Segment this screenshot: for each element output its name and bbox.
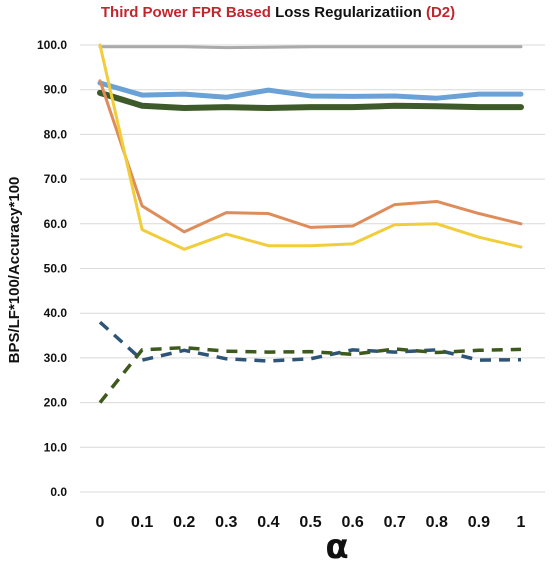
y-tick-label: 0.0 <box>50 485 67 499</box>
x-tick-label: 1 <box>517 514 526 531</box>
y-tick-label: 70.0 <box>44 172 68 186</box>
y-tick-label: 80.0 <box>44 127 68 141</box>
gridlines <box>80 44 545 493</box>
y-axis-label: BPS/LF*100/Accuracy*100 <box>6 177 23 364</box>
x-tick-label: 0.1 <box>131 514 153 531</box>
x-tick-label: 0 <box>96 514 105 531</box>
x-tick-label: 0.2 <box>173 514 195 531</box>
series-line-3 <box>97 89 524 112</box>
title-part: Loss Regularizatiion <box>271 4 422 21</box>
x-tick-label: 0.4 <box>257 514 279 531</box>
series-line-2 <box>97 80 524 101</box>
y-tick-label: 90.0 <box>44 83 68 97</box>
y-tick-label: 30.0 <box>44 351 68 365</box>
title-part: (D2) <box>422 4 455 21</box>
chart-title: Third Power FPR Based Loss Regularizatii… <box>101 4 455 21</box>
y-tick-label: 100.0 <box>37 38 67 52</box>
series-line-5 <box>98 43 523 251</box>
series-line-7 <box>98 345 522 404</box>
series-lines <box>97 43 524 404</box>
x-tick-label: 0.3 <box>215 514 237 531</box>
y-tick-label: 60.0 <box>44 217 68 231</box>
series-line-1 <box>98 45 523 50</box>
y-tick-label: 50.0 <box>44 262 68 276</box>
x-tick-label: 0.9 <box>468 514 490 531</box>
y-tick-label: 40.0 <box>44 306 68 320</box>
chart-title-text: Third Power FPR Based Loss Regularizatii… <box>101 4 455 21</box>
y-tick-label: 10.0 <box>44 440 68 454</box>
x-tick-label: 0.5 <box>299 514 321 531</box>
series-line-4 <box>98 79 523 234</box>
x-tick-label: 0.6 <box>341 514 363 531</box>
title-part: Third Power FPR Based <box>101 4 271 21</box>
x-tick-label: 0.7 <box>384 514 406 531</box>
x-tick-label: 0.8 <box>426 514 448 531</box>
y-axis-ticks: 0.0 10.0 20.0 30.0 40.0 50.0 60.0 70.0 80.0 90.0 1… <box>37 38 67 499</box>
x-axis-ticks: 0 0.1 0.2 0.3 0.4 0.5 0.6 0.7 0.8 0.9 1 <box>96 514 526 531</box>
y-tick-label: 20.0 <box>44 396 68 410</box>
series-line-6 <box>98 320 522 363</box>
x-axis-label: α <box>325 527 348 567</box>
